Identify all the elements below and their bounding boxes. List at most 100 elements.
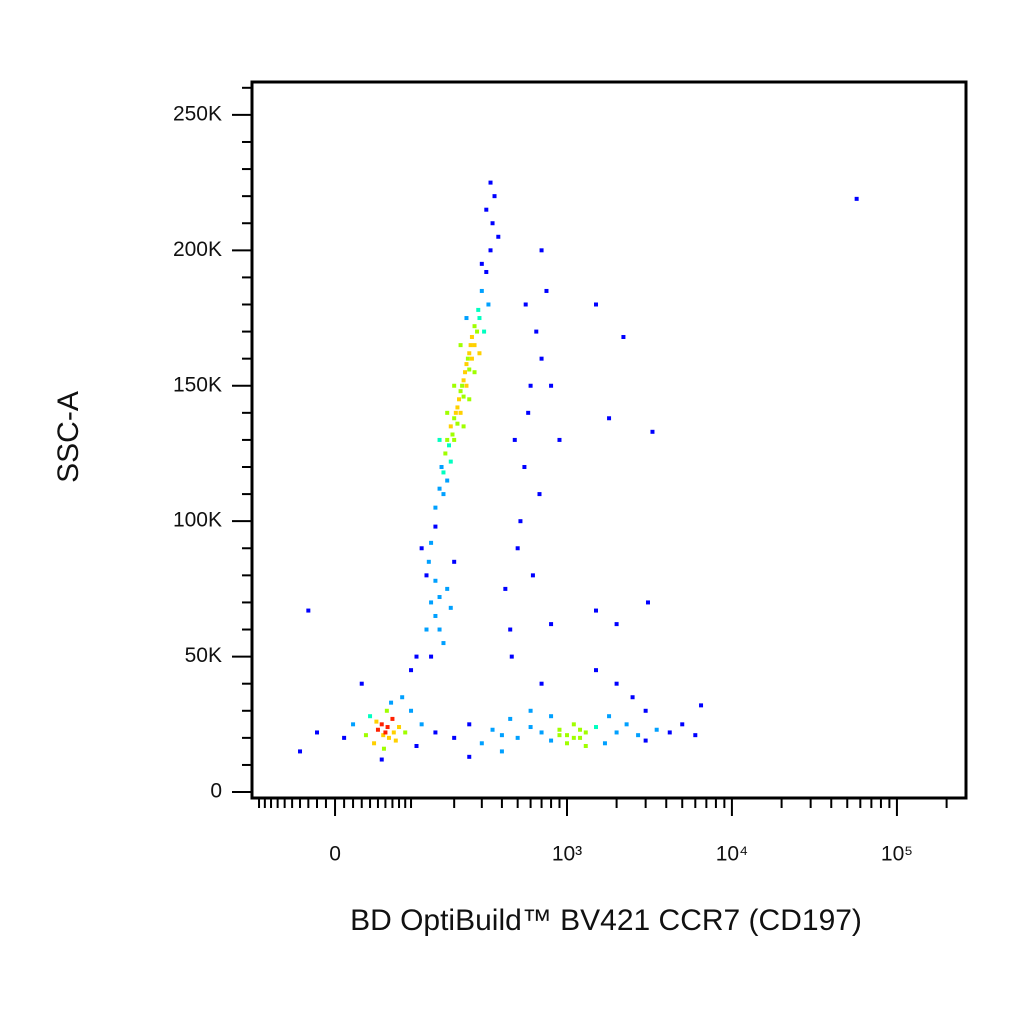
event-dot xyxy=(549,714,554,719)
event-dot xyxy=(667,730,672,735)
event-dot xyxy=(650,429,655,434)
event-dot xyxy=(315,730,320,735)
event-dot xyxy=(437,437,442,442)
event-dot xyxy=(467,351,472,356)
plot-frame xyxy=(250,80,968,800)
event-dot xyxy=(484,207,489,212)
event-dot xyxy=(654,727,659,732)
event-dot xyxy=(528,708,533,713)
event-dot xyxy=(467,722,472,727)
event-dot xyxy=(458,343,463,348)
event-dot xyxy=(414,654,419,659)
event-dot xyxy=(424,573,429,578)
event-dot xyxy=(630,695,635,700)
event-dot xyxy=(384,708,389,713)
event-dot xyxy=(391,730,396,735)
event-dot xyxy=(602,741,607,746)
event-dot xyxy=(450,432,455,437)
x-tick-label: 10³ xyxy=(552,843,582,866)
event-dot xyxy=(419,546,424,551)
event-dot xyxy=(375,727,380,732)
event-dot xyxy=(351,722,356,727)
event-dot xyxy=(403,730,408,735)
event-dot xyxy=(429,540,434,545)
event-dot xyxy=(643,738,648,743)
event-dot xyxy=(448,424,453,429)
event-dot xyxy=(496,234,501,239)
event-dot xyxy=(465,356,470,361)
event-dot xyxy=(453,410,458,415)
event-dot xyxy=(645,600,650,605)
event-dot xyxy=(508,716,513,721)
event-dot xyxy=(515,546,520,551)
event-dot xyxy=(571,735,576,740)
event-dot xyxy=(342,735,347,740)
y-tick-label: 250K xyxy=(173,102,222,125)
event-dot xyxy=(433,578,438,583)
event-dot xyxy=(437,486,442,491)
event-dot xyxy=(437,627,442,632)
event-dot xyxy=(607,416,612,421)
event-dot xyxy=(539,681,544,686)
event-dot xyxy=(594,668,599,673)
event-dot xyxy=(693,733,698,738)
event-dot xyxy=(409,668,414,673)
event-dot xyxy=(509,654,514,659)
event-dot xyxy=(472,370,477,375)
event-dot xyxy=(386,735,391,740)
event-dot xyxy=(614,681,619,686)
event-dot xyxy=(393,738,398,743)
event-dot xyxy=(385,725,390,730)
event-dot xyxy=(479,261,484,266)
event-dot xyxy=(523,302,528,307)
event-dot xyxy=(515,735,520,740)
event-dot xyxy=(469,356,474,361)
event-dot xyxy=(429,654,434,659)
event-dot xyxy=(461,394,466,399)
event-dot xyxy=(390,716,395,721)
event-dot xyxy=(699,703,704,708)
event-dot xyxy=(472,343,477,348)
x-tick-label: 10⁴ xyxy=(716,843,748,866)
event-dot xyxy=(445,437,450,442)
event-dot xyxy=(464,383,469,388)
event-dot xyxy=(445,586,450,591)
event-dot xyxy=(452,383,457,388)
event-dot xyxy=(624,722,629,727)
event-dot xyxy=(583,743,588,748)
event-dot xyxy=(499,749,504,754)
event-dot xyxy=(854,196,859,201)
event-dot xyxy=(433,505,438,510)
event-dot xyxy=(441,641,446,646)
event-dot xyxy=(467,367,472,372)
event-dot xyxy=(549,622,554,627)
event-dot xyxy=(414,743,419,748)
event-dot xyxy=(464,316,469,321)
event-dot xyxy=(463,370,468,375)
event-dot xyxy=(518,519,523,524)
event-dot xyxy=(419,722,424,727)
event-dot xyxy=(461,378,466,383)
event-dot xyxy=(557,437,562,442)
event-dot xyxy=(549,383,554,388)
event-dot xyxy=(429,600,434,605)
event-dot xyxy=(448,459,453,464)
event-dot xyxy=(583,730,588,735)
event-dot xyxy=(447,443,452,448)
event-dot xyxy=(499,733,504,738)
event-dot xyxy=(486,302,491,307)
event-dot xyxy=(503,586,508,591)
event-dot xyxy=(452,559,457,564)
event-dot xyxy=(457,397,462,402)
event-dot xyxy=(544,288,549,293)
x-tick-label: 0 xyxy=(329,843,341,866)
event-dot xyxy=(539,356,544,361)
event-dot xyxy=(488,180,493,185)
event-dot xyxy=(359,681,364,686)
event-dot xyxy=(528,383,533,388)
event-dot xyxy=(508,627,513,632)
event-dot xyxy=(443,451,448,456)
event-dot xyxy=(537,492,542,497)
event-dot xyxy=(557,733,562,738)
